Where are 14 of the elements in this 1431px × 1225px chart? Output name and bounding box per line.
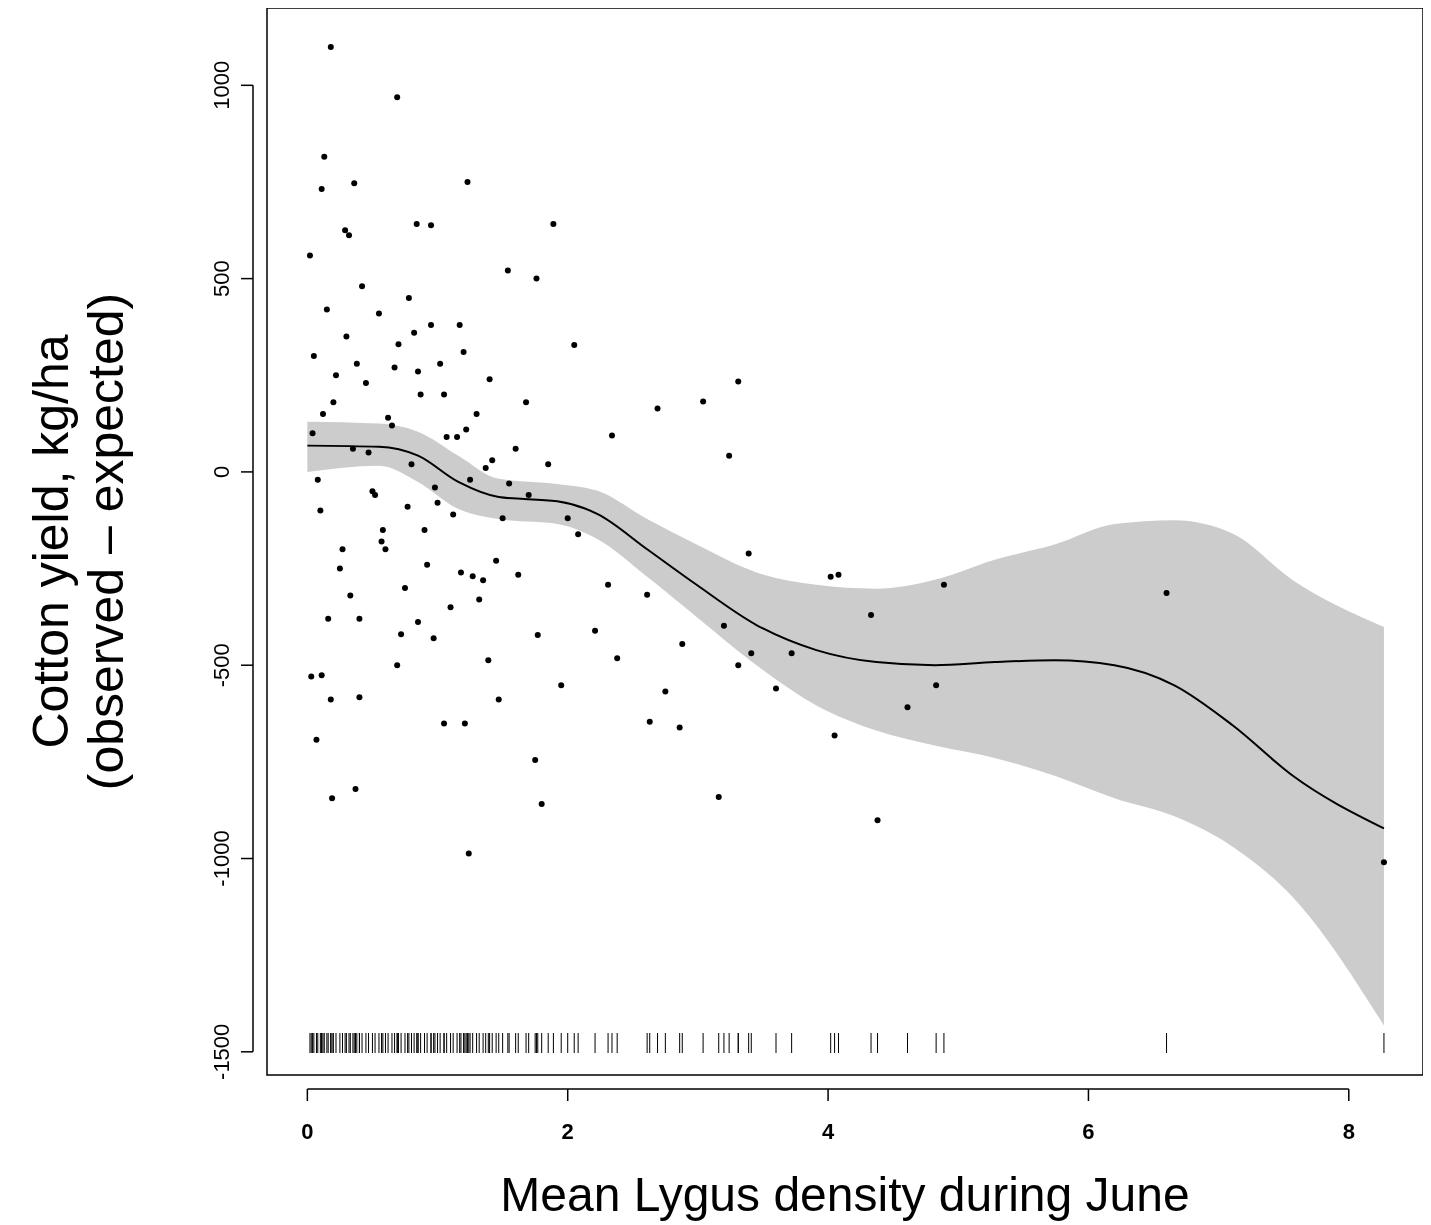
y-tick-label: 500: [209, 260, 234, 297]
x-tick-label: 2: [561, 1119, 574, 1144]
x-axis-title: Mean Lygus density during June: [500, 1168, 1190, 1221]
x-tick-label: 4: [821, 1119, 835, 1144]
x-tick-label: 0: [301, 1119, 314, 1144]
x-tick-label: 8: [1342, 1119, 1355, 1144]
y-tick-label: -1500: [209, 1023, 234, 1080]
y-tick-label: -500: [209, 643, 234, 688]
y-tick-label: 1000: [209, 60, 234, 110]
y-axis-title: Cotton yield, kg/ha (observed – expected): [23, 292, 134, 791]
x-tick-label: 6: [1082, 1119, 1095, 1144]
line-series: [306, 444, 1385, 830]
y-tick-label: 0: [209, 465, 234, 479]
y-tick-label: -1000: [209, 830, 234, 887]
